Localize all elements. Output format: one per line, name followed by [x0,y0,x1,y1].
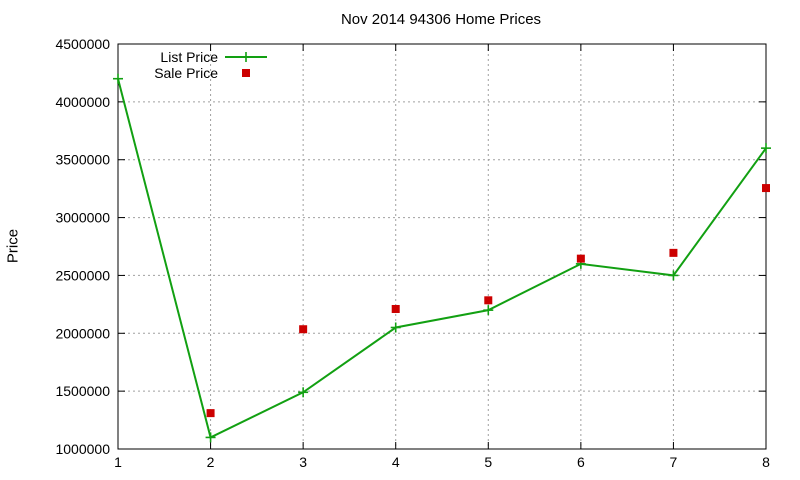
x-tick-label: 4 [392,454,400,470]
data-point [113,73,123,84]
series-1 [113,73,771,443]
x-tick-label: 5 [484,454,492,470]
data-point [391,304,400,313]
y-tick-label: 1000000 [55,441,110,457]
data-point [669,248,678,257]
x-tick-label: 1 [114,454,122,470]
chart-title: Nov 2014 94306 Home Prices [340,11,542,28]
legend-marker [242,69,250,77]
data-point [761,143,771,154]
data-point [299,325,308,334]
x-tick-label: 8 [762,454,770,470]
y-tick-label: 2500000 [55,267,110,283]
data-point [206,409,215,418]
grid-lines [118,44,766,449]
y-tick-label: 3000000 [55,210,110,226]
data-point [484,296,493,305]
data-point [298,387,309,398]
y-tick-label: 3500000 [55,152,110,168]
series-layer [113,73,771,443]
tick-labels: 1000000 1500000 2000000 2500000 3000000 35000… [55,36,770,470]
data-point [668,270,679,281]
data-point [205,432,216,443]
axes [117,43,767,450]
legend-label: List Price [160,49,218,65]
y-tick-label: 4500000 [55,36,110,52]
data-point [390,322,401,333]
y-tick-label: 2000000 [55,325,110,341]
series-line [117,78,767,439]
plot-border [117,43,767,450]
data-point [762,184,770,193]
x-tick-label: 6 [577,454,585,470]
x-tick-label: 7 [670,454,678,470]
x-tick-label: 3 [299,454,307,470]
legend-marker [241,52,251,62]
data-point [576,254,585,263]
legend-label: Sale Price [154,65,218,81]
series-2 [206,184,770,418]
y-tick-label: 1500000 [55,383,110,399]
x-tick-label: 2 [207,454,215,470]
data-point [483,305,494,316]
y-tick-label: 4000000 [55,94,110,110]
